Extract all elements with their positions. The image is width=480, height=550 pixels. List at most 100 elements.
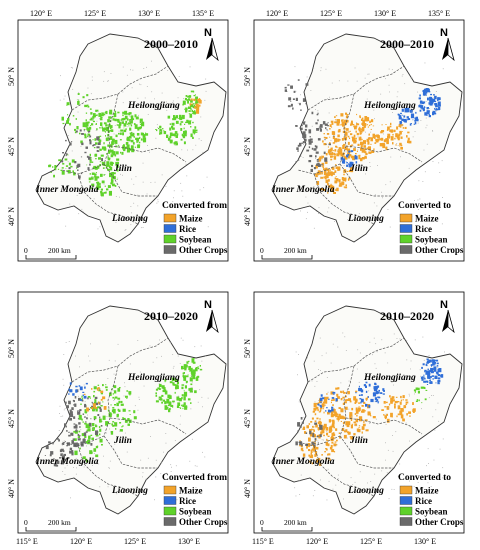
crop-pixel (358, 385, 360, 388)
crop-pixel (72, 170, 74, 173)
crop-pixel (345, 399, 348, 402)
crop-pixel (91, 437, 94, 440)
crop-pixel (108, 359, 110, 361)
crop-pixel (130, 115, 134, 119)
crop-pixel (336, 121, 340, 126)
crop-pixel (157, 201, 159, 203)
crop-pixel (95, 446, 99, 449)
crop-pixel (99, 148, 102, 151)
crop-pixel (192, 369, 196, 375)
crop-pixel (100, 425, 103, 427)
crop-pixel (136, 133, 140, 136)
crop-pixel (108, 190, 112, 196)
crop-pixel (331, 449, 335, 453)
crop-pixel (364, 143, 365, 145)
crop-pixel (362, 123, 365, 126)
crop-pixel (328, 398, 330, 400)
crop-pixel (169, 381, 173, 384)
crop-pixel (60, 460, 64, 465)
crop-pixel (122, 417, 124, 419)
crop-pixel (355, 137, 357, 140)
crop-pixel (339, 182, 342, 185)
crop-pixel (409, 415, 411, 417)
crop-pixel (427, 375, 430, 379)
crop-pixel (110, 73, 112, 74)
conversion-patch (295, 417, 323, 447)
crop-pixel (189, 103, 192, 106)
crop-pixel (105, 386, 108, 389)
crop-pixel (290, 85, 293, 89)
crop-pixel (333, 408, 335, 410)
crop-pixel (418, 97, 421, 100)
crop-pixel (312, 435, 315, 438)
crop-pixel (90, 451, 93, 454)
crop-pixel (331, 189, 335, 192)
province-border (313, 445, 375, 497)
crop-pixel (321, 159, 323, 161)
crop-pixel (192, 375, 195, 380)
crop-pixel (126, 136, 130, 142)
crop-pixel (72, 88, 74, 90)
crop-pixel (391, 381, 393, 383)
crop-pixel (352, 162, 354, 165)
crop-pixel (320, 479, 321, 481)
crop-pixel (369, 341, 371, 343)
crop-pixel (297, 144, 300, 147)
crop-pixel (54, 165, 57, 169)
crop-pixel (323, 427, 325, 430)
legend-item-label: Other Crops (415, 245, 464, 255)
crop-pixel (190, 104, 194, 108)
crop-pixel (126, 147, 130, 153)
crop-pixel (99, 433, 101, 436)
crop-pixel (358, 126, 361, 128)
crop-pixel (409, 480, 410, 482)
scale-bar-line (261, 527, 313, 532)
crop-pixel (197, 490, 198, 491)
crop-pixel (324, 157, 328, 162)
crop-pixel (368, 73, 370, 75)
crop-pixel (61, 167, 64, 169)
crop-pixel (161, 174, 163, 176)
crop-pixel (199, 368, 203, 371)
crop-pixel (107, 163, 110, 167)
crop-pixel (92, 144, 94, 147)
crop-pixel (375, 343, 377, 345)
scale-zero: 0 (24, 246, 28, 255)
crop-pixel (101, 180, 105, 184)
crop-pixel (169, 127, 172, 131)
crop-pixel (369, 137, 371, 139)
crop-pixel (385, 124, 387, 125)
crop-pixel (55, 464, 59, 467)
crop-pixel (193, 358, 195, 359)
crop-pixel (61, 444, 63, 446)
crop-pixel (390, 401, 393, 404)
crop-pixel (317, 119, 319, 122)
crop-pixel (203, 187, 205, 189)
crop-pixel (309, 154, 313, 158)
crop-pixel (99, 406, 102, 409)
crop-pixel (442, 477, 444, 479)
crop-pixel (129, 414, 131, 415)
crop-pixel (193, 95, 196, 97)
crop-pixel (120, 400, 123, 403)
crop-pixel (368, 124, 371, 127)
crop-pixel (311, 147, 314, 150)
crop-pixel (200, 116, 202, 118)
crop-pixel (190, 108, 192, 110)
crop-pixel (341, 121, 345, 126)
crop-pixel (140, 132, 143, 136)
crop-pixel (71, 450, 74, 453)
crop-pixel (337, 478, 339, 480)
crop-pixel (78, 422, 81, 425)
crop-pixel (173, 197, 174, 199)
crop-pixel (158, 128, 160, 130)
crop-pixel (437, 366, 439, 368)
crop-pixel (366, 138, 370, 142)
crop-pixel (378, 389, 380, 392)
longitude-tick: 115° E (252, 537, 274, 546)
crop-pixel (393, 384, 394, 386)
crop-pixel (180, 121, 184, 123)
crop-pixel (192, 121, 194, 124)
crop-pixel (75, 430, 78, 432)
crop-pixel (326, 499, 328, 501)
